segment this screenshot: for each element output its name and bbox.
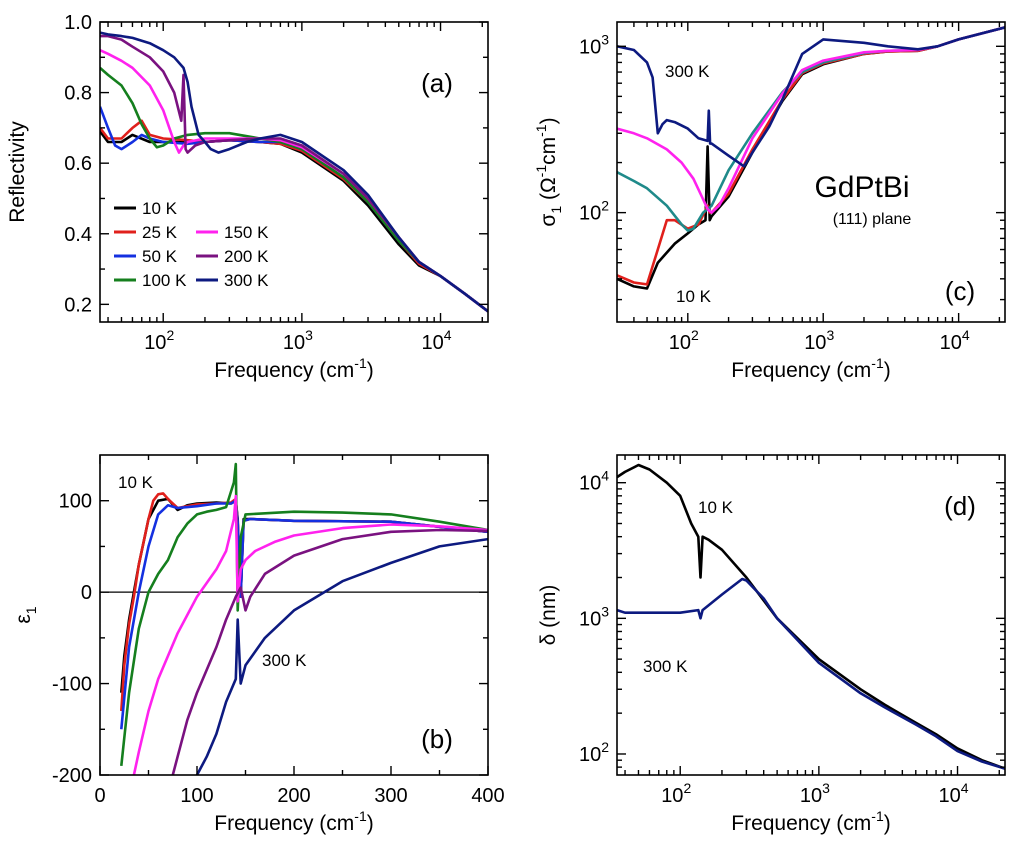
series-line-150k	[617, 26, 1005, 214]
y-tick-label: -200	[52, 765, 92, 787]
y-axis-label: δ (nm)	[537, 585, 560, 646]
legend-entry: 50 K	[142, 247, 178, 266]
y-tick-label: 0.8	[64, 83, 92, 105]
panel-label: (a)	[421, 68, 453, 98]
series-line-50k	[120, 499, 488, 730]
x-tick-label: 102	[144, 327, 174, 354]
y-axis-label: Reflectivity	[6, 121, 29, 223]
curve-annotation: 300 K	[643, 657, 688, 676]
legend-entry: 150 K	[224, 223, 269, 242]
series-line-10k	[617, 463, 1005, 770]
y-tick-label: 100	[59, 491, 92, 513]
x-tick-label: 104	[421, 327, 451, 354]
series-line-300k	[100, 31, 488, 313]
panel-label: (c)	[945, 276, 975, 306]
x-axis-label: Frequency (cm-1)	[214, 808, 374, 835]
x-tick-label: 102	[669, 327, 699, 354]
x-axis-label: Frequency (cm-1)	[731, 808, 891, 835]
y-tick-label: 103	[579, 603, 609, 630]
plot-frame	[616, 21, 1006, 323]
x-tick-label: 103	[804, 327, 834, 354]
y-tick-label: 0.6	[64, 153, 92, 175]
y-tick-label: 0.4	[64, 224, 92, 246]
y-tick-label: 102	[579, 739, 609, 766]
plot-frame	[99, 21, 489, 323]
x-tick-label: 200	[277, 785, 310, 807]
curve-annotation: 10 K	[676, 287, 712, 306]
series-line-300k	[617, 26, 1005, 168]
x-tick-label: 104	[938, 780, 968, 807]
series-line-200k	[171, 528, 488, 775]
x-tick-label: 0	[94, 785, 105, 807]
x-axis-label: Frequency (cm-1)	[214, 355, 374, 382]
y-tick-label: -100	[52, 674, 92, 696]
legend-entry: 200 K	[224, 247, 269, 266]
series-line-300k	[195, 537, 488, 775]
x-tick-label: 300	[374, 785, 407, 807]
y-tick-label: 102	[579, 198, 609, 225]
material-label: GdPtBi	[814, 171, 909, 204]
legend-entry: 25 K	[142, 223, 178, 242]
x-tick-label: 100	[180, 785, 213, 807]
x-tick-label: 400	[471, 785, 504, 807]
material-sublabel: (111) plane	[833, 211, 912, 228]
x-axis-label: Frequency (cm-1)	[731, 355, 891, 382]
curve-annotation: 10 K	[698, 498, 734, 517]
legend-entry: 300 K	[224, 271, 269, 290]
panel-a: 102 103 104 0.2 0.4 0.6 0.8 1.0 Frequency (cm-1)…	[6, 12, 489, 382]
curve-annotation: 300 K	[665, 62, 710, 81]
y-tick-label: 103	[579, 31, 609, 58]
y-axis-label: ε1	[12, 606, 39, 623]
x-tick-label: 103	[283, 327, 313, 354]
panel-d: 102 103 104 102 103 104 Frequency (cm-1) δ (nm)…	[537, 454, 1006, 835]
series-line-100k	[617, 26, 1005, 232]
series-line-300k	[617, 577, 1005, 770]
curve-annotation: 300 K	[262, 651, 307, 670]
x-tick-label: 102	[661, 780, 691, 807]
x-tick-label: 104	[940, 327, 970, 354]
series-line-100k	[120, 462, 488, 767]
panel-label: (d)	[944, 491, 976, 521]
series-line-150k	[132, 494, 488, 775]
panel-label: (b)	[421, 724, 453, 754]
legend-entry: 10 K	[142, 199, 178, 218]
legend-entry: 100 K	[142, 271, 187, 290]
y-tick-label: 0.2	[64, 294, 92, 316]
y-tick-label: 1.0	[64, 12, 92, 34]
y-axis-label: σ1 (Ω-1cm-1)	[533, 117, 564, 226]
plot-frame	[616, 454, 1006, 776]
y-tick-label: 0	[81, 582, 92, 604]
y-tick-label: 104	[579, 468, 609, 495]
x-tick-label: 103	[800, 780, 830, 807]
curve-annotation: 10 K	[118, 473, 154, 492]
